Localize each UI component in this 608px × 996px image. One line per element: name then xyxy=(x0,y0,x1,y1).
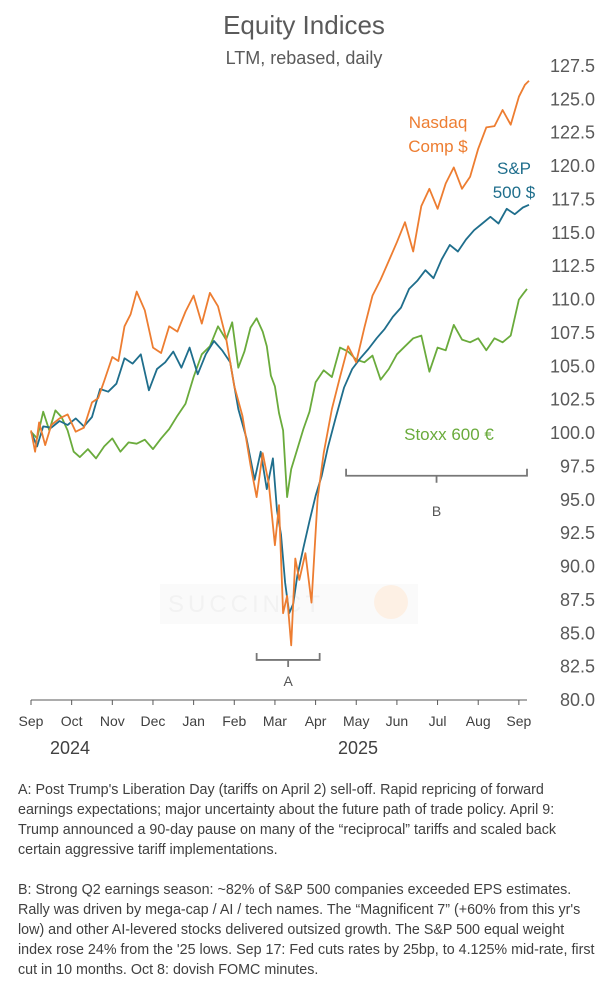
series-label-stoxx: Stoxx 600 € xyxy=(404,425,494,444)
x-tick-label: Dec xyxy=(141,713,166,729)
chart-title: Equity Indices xyxy=(223,10,385,40)
y-tick-label: 80.0 xyxy=(560,690,595,710)
y-tick-label: 115.0 xyxy=(551,223,595,243)
year-label-2024: 2024 xyxy=(50,738,91,758)
annotation-layer: AB xyxy=(255,468,528,689)
x-tick-label: Feb xyxy=(222,713,246,729)
chart-subtitle: LTM, rebased, daily xyxy=(225,48,383,68)
x-tick-label: Jan xyxy=(182,713,205,729)
y-tick-label: 95.0 xyxy=(560,490,595,510)
y-tick-label: 97.5 xyxy=(560,456,595,476)
x-tick-label: Sep xyxy=(506,713,531,729)
series-label-sp500: S&P 500 $ xyxy=(493,159,536,202)
series-line-sp500 xyxy=(30,203,530,615)
y-tick-label: 87.5 xyxy=(560,590,595,610)
label-layer: Nasdaq Comp $ S&P 500 $ Stoxx 600 € xyxy=(404,113,536,444)
annotation-bracket-b xyxy=(345,468,528,483)
series-label-line: Comp $ xyxy=(408,137,468,156)
year-label-2025: 2025 xyxy=(338,738,379,758)
series-label-line: Nasdaq xyxy=(409,113,468,132)
y-tick-label: 82.5 xyxy=(560,657,595,677)
annotation-label-b: B xyxy=(432,503,441,519)
axes: Sep Oct Nov Dec Jan Feb Mar Apr May Jun Jul Aug Sep 8… xyxy=(19,56,595,729)
y-tick-label: 92.5 xyxy=(560,523,595,543)
watermark-logo-icon xyxy=(374,585,408,619)
series-label-line: S&P xyxy=(497,159,531,178)
x-tick-label: Jul xyxy=(429,713,447,729)
y-tick-label: 107.5 xyxy=(550,323,595,343)
x-tick-label: Apr xyxy=(305,713,327,729)
x-tick-label: Oct xyxy=(61,713,83,729)
x-tick-label: Mar xyxy=(263,713,287,729)
annotation-label-a: A xyxy=(283,673,293,689)
y-tick-label: 122.5 xyxy=(550,123,595,143)
series-label-nasdaq: Nasdaq Comp $ xyxy=(408,113,468,156)
y-tick-label: 105.0 xyxy=(550,356,595,376)
y-tick-label: 90.0 xyxy=(560,557,595,577)
chart: SUCCINCT Sep Oct Nov Dec Jan Feb Mar Apr May Jun J… xyxy=(19,56,595,729)
x-tick-label: Sep xyxy=(19,713,44,729)
series-label-line: Stoxx 600 € xyxy=(404,425,494,444)
note-b: B: Strong Q2 earnings season: ~82% of S&… xyxy=(18,882,595,978)
x-tick-label: Jun xyxy=(386,713,409,729)
y-tick-label: 110.0 xyxy=(551,290,595,310)
note-a: A: Post Trump's Liberation Day (tariffs … xyxy=(18,782,557,858)
series-layer xyxy=(30,80,530,647)
x-tick-label: Aug xyxy=(466,713,491,729)
y-tick-label: 125.0 xyxy=(550,89,595,109)
series-label-line: 500 $ xyxy=(493,183,536,202)
y-tick-label: 85.0 xyxy=(560,623,595,643)
x-tick-label: Nov xyxy=(100,713,125,729)
series-line-nasdaq xyxy=(30,80,530,647)
series-line-stoxx xyxy=(30,288,528,498)
y-tick-label: 120.0 xyxy=(550,156,595,176)
y-tick-label: 127.5 xyxy=(550,56,595,76)
y-tick-label: 117.5 xyxy=(551,189,595,209)
watermark-text: SUCCINCT xyxy=(168,591,324,618)
y-tick-label: 102.5 xyxy=(550,390,595,410)
y-tick-label: 112.5 xyxy=(551,256,595,276)
y-tick-label: 100.0 xyxy=(550,423,595,443)
x-tick-label: May xyxy=(343,713,369,729)
annotation-bracket-a xyxy=(255,652,321,667)
